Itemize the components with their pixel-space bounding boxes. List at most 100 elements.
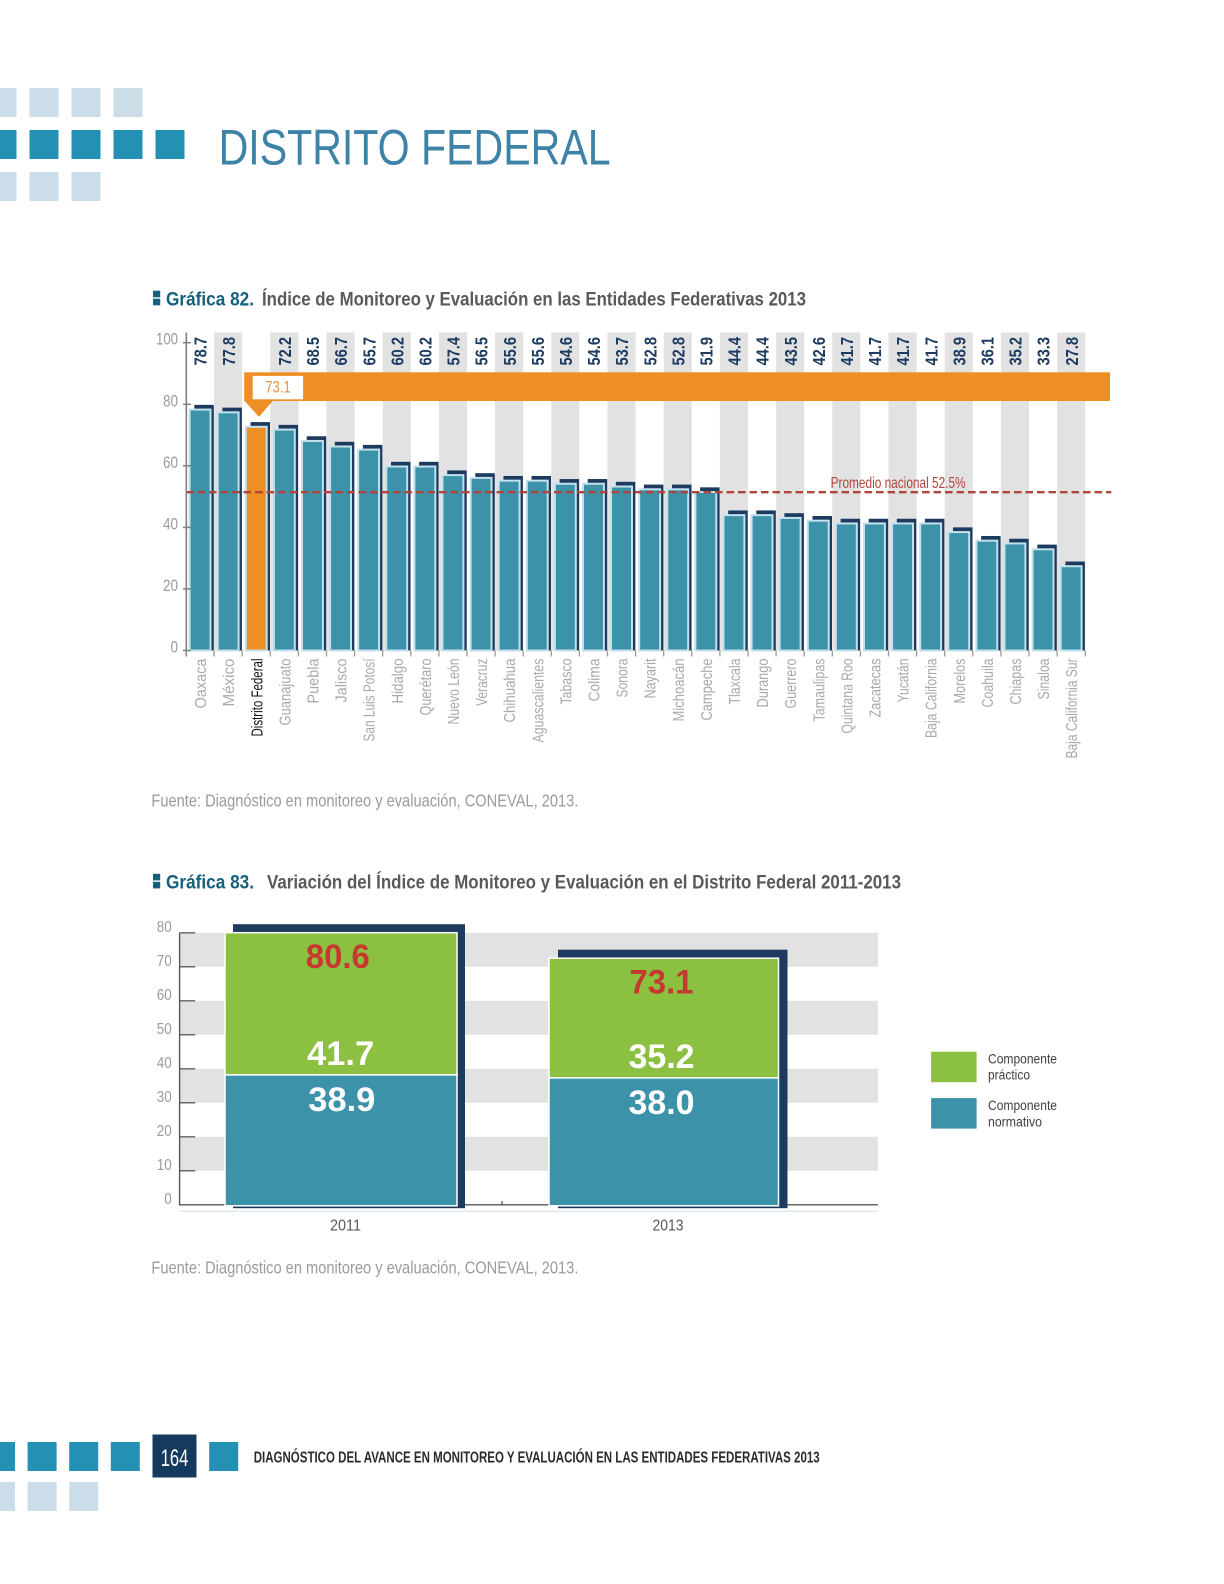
svg-text:44.4: 44.4 [725,337,745,366]
svg-text:Coahuila: Coahuila [980,658,997,707]
svg-text:Quintana Roo: Quintana Roo [839,659,856,734]
svg-text:2011: 2011 [330,1218,361,1235]
svg-text:52.8: 52.8 [668,337,688,366]
svg-text:DIAGNÓSTICO DEL AVANCE EN MONI: DIAGNÓSTICO DEL AVANCE EN MONITOREO Y EV… [254,1449,820,1467]
svg-text:100: 100 [156,331,178,349]
svg-text:66.7: 66.7 [331,337,351,366]
svg-text:Baja California Sur: Baja California Sur [1064,659,1081,759]
svg-text:Guerrero: Guerrero [783,659,800,709]
svg-text:Baja California: Baja California [924,658,941,738]
svg-text:41.7: 41.7 [837,337,857,366]
svg-text:Tamaulipas: Tamaulipas [811,658,828,721]
svg-text:Hidalgo: Hidalgo [390,659,407,704]
svg-text:27.8: 27.8 [1062,337,1082,366]
svg-text:36.1: 36.1 [977,337,997,366]
svg-text:México: México [221,659,238,707]
svg-text:Durango: Durango [755,659,772,708]
svg-text:54.6: 54.6 [584,337,604,366]
svg-text:78.7: 78.7 [191,337,211,366]
svg-text:38.9: 38.9 [949,337,969,366]
svg-text:41.7: 41.7 [921,337,941,366]
svg-text:80: 80 [157,919,172,936]
svg-text:Gráfica 82.: Gráfica 82. [166,289,254,310]
svg-text:DISTRITO FEDERAL: DISTRITO FEDERAL [219,119,611,175]
svg-text:80: 80 [163,392,178,410]
svg-text:53.7: 53.7 [612,337,632,366]
svg-text:72.2: 72.2 [275,337,295,366]
svg-text:35.2: 35.2 [629,1038,695,1076]
svg-text:41.7: 41.7 [865,337,885,366]
svg-text:Tabasco: Tabasco [558,659,575,705]
svg-text:Distrito Federal: Distrito Federal [249,659,266,737]
svg-text:Componente: Componente [988,1097,1057,1113]
svg-text:60.2: 60.2 [415,337,435,366]
svg-text:Índice de Monitoreo y Evaluaci: Índice de Monitoreo y Evaluación en las … [262,288,806,310]
svg-text:164: 164 [161,1445,189,1472]
svg-text:Nuevo León: Nuevo León [446,659,463,725]
svg-text:60: 60 [157,987,172,1004]
svg-text:42.6: 42.6 [809,337,829,366]
svg-text:Colima: Colima [586,658,603,701]
svg-text:33.3: 33.3 [1034,337,1054,366]
svg-text:Aguascalientes: Aguascalientes [530,658,547,742]
svg-text:normativo: normativo [988,1113,1042,1129]
svg-text:30: 30 [157,1089,172,1106]
svg-text:Promedio nacional 52.5%: Promedio nacional 52.5% [831,475,966,492]
svg-text:60.2: 60.2 [387,337,407,366]
svg-text:Campeche: Campeche [699,659,716,721]
svg-text:práctico: práctico [988,1067,1030,1083]
svg-text:38.0: 38.0 [629,1084,695,1122]
svg-text:Variación del Índice de Monito: Variación del Índice de Monitoreo y Eval… [267,871,901,893]
svg-text:50: 50 [157,1021,172,1038]
svg-text:Morelos: Morelos [952,658,969,703]
svg-text:35.2: 35.2 [1006,337,1026,366]
svg-text:Fuente: Diagnóstico en monitor: Fuente: Diagnóstico en monitoreo y evalu… [151,1258,578,1278]
svg-text:73.1: 73.1 [265,378,291,397]
svg-text:55.6: 55.6 [528,337,548,366]
svg-text:40: 40 [157,1055,172,1072]
svg-text:41.7: 41.7 [307,1035,374,1073]
svg-text:57.4: 57.4 [444,337,464,366]
svg-text:2013: 2013 [653,1218,684,1235]
svg-text:0: 0 [171,639,179,657]
svg-text:Oaxaca: Oaxaca [193,658,210,708]
svg-text:Guanajuato: Guanajuato [277,659,294,726]
svg-text:Chihuahua: Chihuahua [502,658,519,722]
svg-text:38.9: 38.9 [308,1081,375,1119]
svg-text:51.9: 51.9 [696,337,716,366]
svg-text:55.6: 55.6 [500,337,520,366]
svg-text:Yucatán: Yucatán [896,659,913,703]
svg-text:52.8: 52.8 [640,337,660,366]
svg-text:20: 20 [157,1123,172,1140]
svg-text:Gráfica 83.: Gráfica 83. [166,872,254,893]
svg-text:73.1: 73.1 [630,964,694,1002]
svg-text:40: 40 [163,515,178,533]
svg-text:43.5: 43.5 [781,337,801,366]
svg-text:80.6: 80.6 [306,938,370,976]
svg-text:77.8: 77.8 [219,337,239,366]
svg-text:41.7: 41.7 [893,337,913,366]
svg-text:Veracruz: Veracruz [474,659,491,707]
svg-text:Sinaloa: Sinaloa [1036,658,1053,699]
svg-text:San Luis Potosí: San Luis Potosí [362,658,379,742]
svg-text:Chiapas: Chiapas [1008,658,1025,704]
svg-text:68.5: 68.5 [303,337,323,366]
svg-text:Querétaro: Querétaro [418,659,435,716]
svg-text:Jalisco: Jalisco [334,659,351,703]
svg-text:Zacatecas: Zacatecas [867,658,884,717]
svg-text:0: 0 [164,1191,172,1208]
svg-text:Puebla: Puebla [305,658,322,703]
svg-text:10: 10 [157,1157,172,1174]
svg-text:Fuente: Diagnóstico en monitor: Fuente: Diagnóstico en monitoreo y evalu… [151,791,578,811]
svg-text:20: 20 [163,577,178,595]
svg-text:44.4: 44.4 [753,337,773,366]
svg-text:56.5: 56.5 [472,337,492,366]
svg-text:Nayarit: Nayarit [643,658,660,699]
svg-text:65.7: 65.7 [359,337,379,366]
svg-text:Michoacán: Michoacán [671,659,688,722]
svg-text:Sonora: Sonora [615,658,632,697]
svg-text:Tlaxcala: Tlaxcala [727,658,744,704]
svg-text:70: 70 [157,953,172,970]
svg-text:54.6: 54.6 [556,337,576,366]
svg-text:60: 60 [163,454,178,472]
